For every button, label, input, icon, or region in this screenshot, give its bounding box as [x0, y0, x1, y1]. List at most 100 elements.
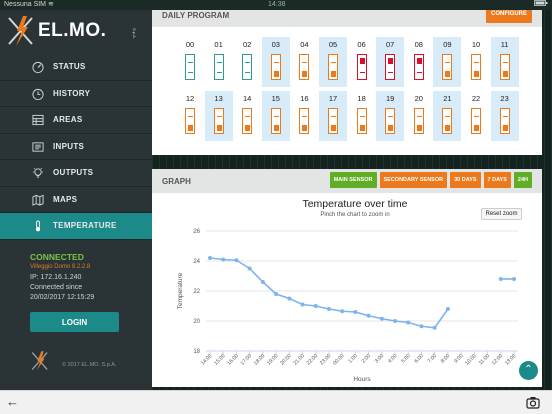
login-button[interactable]: LOGIN [30, 312, 119, 332]
bulb-icon [32, 168, 44, 178]
hour-label: 02 [243, 40, 252, 49]
data-point [512, 277, 516, 281]
hour-slot[interactable]: 23 [490, 91, 519, 141]
hour-slot[interactable]: 09 [433, 37, 462, 87]
reset-zoom-button[interactable]: Reset zoom [481, 208, 522, 220]
nav-item-label: TEMPERATURE [53, 221, 117, 231]
hour-slot[interactable]: 11 [490, 37, 519, 87]
hour-slot[interactable]: 21 [433, 91, 462, 141]
hour-slot[interactable]: 15 [261, 91, 290, 141]
chart-title: Temperature over time [302, 198, 408, 210]
graph-filter-buttons: MAIN SENSOR SECONDARY SENSOR 30 DAYS 7 DAYS… [329, 172, 532, 188]
bottom-toolbar: ← [0, 390, 552, 414]
nav-item-inputs[interactable]: INPUTS [0, 134, 152, 160]
hour-slot[interactable]: 07 [376, 37, 405, 87]
hour-label: 08 [414, 40, 423, 49]
nav-item-status[interactable]: STATUS [0, 54, 152, 81]
graph-title: GRAPH [162, 176, 191, 186]
back-arrow-icon[interactable]: ← [6, 394, 19, 409]
temperature-level-indicator [185, 108, 195, 134]
x-tick-label: 17:00 [240, 353, 254, 367]
nav-item-label: OUTPUTS [53, 168, 94, 178]
ios-status-bar: Nessuna SIM ≋ 14:38 [0, 0, 552, 10]
connected-since-date: 20/02/2017 12:15:29 [30, 294, 95, 301]
graph-panel: GRAPH MAIN SENSOR SECONDARY SENSOR 30 DAYS… [152, 169, 542, 387]
chart-subtitle: Pinch the chart to zoom in [320, 212, 390, 218]
connection-status: CONNECTED [30, 252, 84, 262]
hour-label: 16 [300, 94, 309, 103]
hour-slot[interactable]: 03 [261, 37, 290, 87]
graph-button-7-days[interactable]: 7 DAYS [483, 172, 511, 188]
hour-slot[interactable]: 01 [205, 37, 233, 87]
x-tick-label: 13:00 [504, 353, 518, 367]
hour-slot[interactable]: 06 [348, 37, 376, 87]
temperature-level-indicator [413, 54, 424, 80]
thermometer-icon [35, 220, 41, 232]
temperature-level-indicator [413, 108, 424, 134]
hour-slot[interactable]: 05 [319, 37, 347, 87]
x-tick-label: 12:00 [491, 353, 505, 367]
temperature-level-indicator [213, 108, 224, 134]
map-icon [32, 194, 44, 206]
temperature-chart[interactable]: 18 20 22 24 26 14:00 15:00 16:00 17:00 18:00 19:00… [168, 193, 542, 387]
hour-slot[interactable]: 17 [319, 91, 347, 141]
x-tick-label: 23:00 [319, 353, 333, 367]
hour-label: 09 [443, 40, 452, 49]
hour-slot[interactable]: 14 [233, 91, 261, 141]
nav-item-maps[interactable]: MAPS [0, 187, 152, 213]
camera-settings-icon[interactable] [526, 396, 540, 409]
hour-slot[interactable]: 02 [233, 37, 261, 87]
hour-slot[interactable]: 08 [405, 37, 433, 87]
data-point [260, 280, 265, 284]
y-tick-label: 26 [193, 229, 200, 235]
x-axis-title: Hours [353, 376, 371, 383]
x-tick-label: 8:00 [440, 353, 451, 364]
hour-slot[interactable]: 12 [176, 91, 204, 141]
temperature-level-indicator [328, 108, 338, 134]
data-point [340, 309, 345, 314]
history-icon [32, 88, 44, 100]
nav-item-temperature[interactable]: TEMPERATURE [0, 213, 158, 240]
x-tick-label: 22:00 [306, 353, 320, 367]
hour-slot[interactable]: 10 [462, 37, 490, 87]
series-line [209, 257, 449, 329]
hour-slot[interactable]: 04 [290, 37, 318, 87]
data-point [419, 324, 424, 329]
temperature-level-indicator [328, 54, 338, 80]
battery-icon [534, 0, 548, 10]
grid-icon [32, 114, 44, 126]
data-point [406, 320, 411, 325]
x-tick-label: 18:00 [253, 353, 267, 367]
data-point [326, 307, 331, 311]
hour-label: 11 [500, 40, 509, 49]
hour-slot[interactable]: 19 [376, 91, 405, 141]
daily-program-panel: DAILY PROGRAM CONFIGURE 00 01 02 03 04 05 06 07… [152, 3, 542, 155]
graph-button-24h[interactable]: 24H [513, 172, 532, 188]
scroll-to-top-button[interactable]: ⌃ [519, 361, 538, 380]
y-tick-label: 22 [193, 289, 200, 295]
temperature-level-indicator [442, 108, 453, 134]
nav-item-label: AREAS [53, 115, 83, 125]
hour-slot[interactable]: 22 [462, 91, 490, 141]
temperature-level-indicator [270, 54, 281, 80]
hour-label: 19 [386, 94, 395, 103]
hour-slot[interactable]: 18 [348, 91, 376, 141]
graph-button-30-days[interactable]: 30 DAYS [450, 172, 481, 188]
temperature-level-indicator [242, 54, 253, 80]
hour-slot[interactable]: 13 [204, 91, 233, 141]
chart-canvas[interactable]: 18 20 22 24 26 14:00 15:00 16:00 17:00 18:00 19:00… [168, 193, 542, 387]
hour-slot[interactable]: 20 [405, 91, 433, 141]
nav-item-history[interactable]: HISTORY [0, 81, 152, 107]
temperature-level-indicator [270, 108, 281, 134]
hour-label: 20 [414, 94, 423, 103]
graph-button-secondary-sensor[interactable]: SECONDARY SENSOR [379, 172, 448, 188]
x-tick-label: 3:00 [374, 353, 385, 364]
nav-item-outputs[interactable]: OUTPUTS [0, 160, 152, 187]
hour-slot[interactable]: 00 [176, 37, 204, 87]
clock-label: 14:38 [268, 1, 286, 8]
hour-label: 21 [443, 94, 452, 103]
graph-button-main-sensor[interactable]: MAIN SENSOR [329, 172, 377, 188]
x-tick-label: 9:00 [453, 353, 464, 364]
hour-slot[interactable]: 16 [290, 91, 318, 141]
nav-item-areas[interactable]: AREAS [0, 107, 152, 134]
